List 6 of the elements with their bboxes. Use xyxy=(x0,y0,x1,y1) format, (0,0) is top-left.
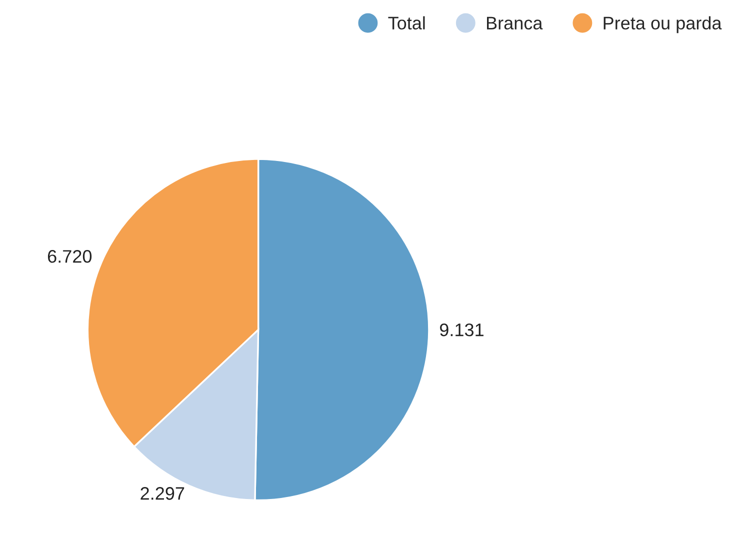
data-label: 2.297 xyxy=(140,487,184,500)
data-label: 9.131 xyxy=(440,323,484,336)
legend-label: Total xyxy=(388,16,425,30)
legend-label: Branca xyxy=(487,16,543,30)
data-label: 6.720 xyxy=(48,250,92,263)
legend-label: Preta ou parda xyxy=(604,16,722,34)
